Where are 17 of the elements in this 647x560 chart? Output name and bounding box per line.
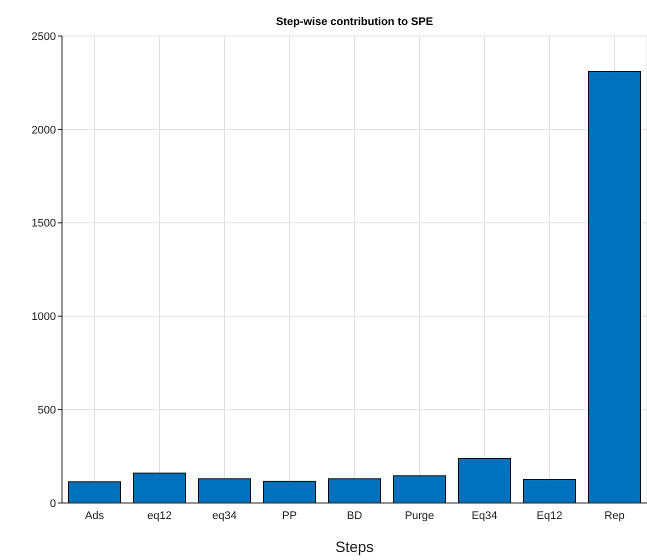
chart-title: Step-wise contribution to SPE	[274, 16, 434, 28]
x-axis-title: Steps	[335, 539, 374, 556]
x-tick-label: Purge	[404, 510, 434, 522]
y-tick-label: 1500	[32, 218, 56, 230]
y-tick-label: 1000	[32, 311, 56, 324]
x-tick-label: Ads	[85, 510, 104, 522]
y-tick-label: 2000	[32, 124, 56, 136]
x-tick-label: BD	[346, 510, 362, 522]
y-tick-label: 2500	[32, 30, 56, 43]
y-tick-label: 0	[50, 498, 56, 510]
x-tick-label: Rep	[604, 510, 625, 522]
x-tick-label: Eq12	[536, 510, 562, 522]
x-tick-label: PP	[282, 510, 297, 522]
x-tick-label: eq12	[147, 510, 172, 522]
x-tick-label: eq34	[212, 510, 237, 522]
x-tick-label: Eq34	[472, 510, 498, 522]
y-tick-label: 500	[38, 404, 56, 417]
